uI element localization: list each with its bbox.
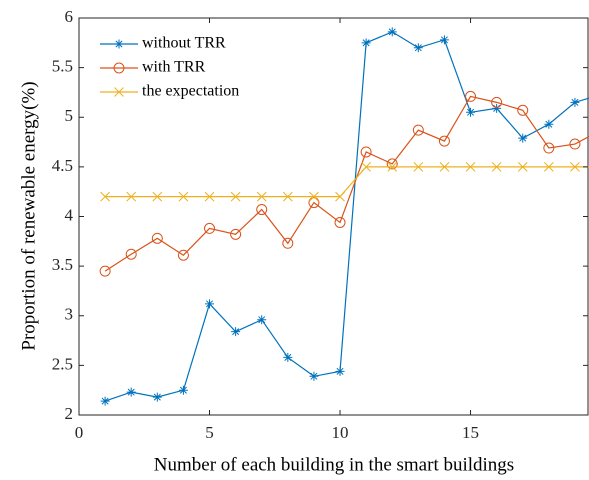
marker [413, 43, 423, 53]
marker [309, 191, 319, 202]
marker [126, 387, 136, 397]
marker [439, 35, 449, 45]
y-axis-label: Proportion of renewable energy(%) [18, 81, 39, 350]
marker [492, 103, 502, 113]
marker [361, 162, 371, 172]
marker [335, 366, 345, 376]
marker [517, 104, 529, 116]
x-tick-label: 0 [75, 423, 84, 442]
marker [543, 142, 555, 154]
series-line [104, 31, 589, 402]
marker [517, 162, 528, 172]
marker [544, 119, 554, 129]
marker [386, 158, 398, 170]
marker [151, 232, 163, 244]
marker [125, 248, 137, 260]
marker [466, 107, 476, 117]
marker [230, 228, 242, 240]
marker [570, 162, 580, 172]
marker [100, 191, 110, 202]
marker [114, 39, 124, 49]
x-axis-label: Number of each building in the smart bui… [154, 454, 514, 475]
marker [465, 162, 476, 172]
marker [204, 191, 215, 202]
series-line [105, 166, 589, 198]
marker [178, 191, 189, 202]
marker [256, 204, 268, 216]
y-tick-label: 3.5 [52, 255, 73, 274]
marker [204, 222, 216, 234]
marker [257, 315, 267, 325]
y-tick-label: 5 [65, 106, 74, 125]
marker [177, 249, 189, 261]
marker [230, 191, 241, 202]
marker [113, 62, 125, 74]
marker [387, 162, 398, 172]
y-tick-label: 4.5 [52, 156, 73, 175]
y-tick-label: 2.5 [52, 354, 73, 373]
y-tick-label: 6 [65, 7, 74, 26]
marker [387, 27, 397, 37]
marker [334, 216, 346, 228]
legend-label: without TRR [142, 35, 226, 52]
marker [205, 299, 215, 309]
marker [256, 191, 267, 202]
marker [231, 327, 241, 337]
y-tick-label: 4 [65, 205, 74, 224]
marker [360, 146, 372, 158]
marker [361, 38, 371, 48]
marker [465, 90, 477, 102]
marker [114, 87, 124, 97]
marker [569, 138, 581, 150]
marker [413, 162, 424, 172]
y-tick-label: 3 [65, 305, 74, 324]
x-tick-label: 10 [332, 423, 349, 442]
marker [518, 133, 528, 143]
y-tick-label: 5.5 [52, 57, 73, 76]
plot-area [78, 17, 589, 416]
y-tick-label: 2 [65, 404, 74, 423]
marker [152, 191, 163, 202]
marker [178, 385, 188, 395]
marker [491, 96, 503, 108]
marker [308, 197, 320, 209]
marker [570, 97, 580, 107]
marker [152, 392, 162, 402]
marker [412, 124, 424, 136]
marker [309, 371, 319, 381]
legend-label: the expectation [142, 83, 239, 100]
plot [99, 27, 589, 406]
marker [438, 135, 450, 147]
legend-label: with TRR [142, 59, 206, 76]
marker [126, 191, 137, 202]
marker [282, 191, 293, 202]
marker [543, 162, 554, 172]
marker [439, 162, 450, 172]
x-tick-label: 15 [462, 423, 479, 442]
marker [335, 191, 345, 202]
marker [100, 396, 110, 406]
marker [491, 162, 502, 172]
x-tick-label: 5 [205, 423, 214, 442]
marker [282, 237, 294, 249]
marker [283, 352, 293, 362]
marker [99, 265, 111, 277]
